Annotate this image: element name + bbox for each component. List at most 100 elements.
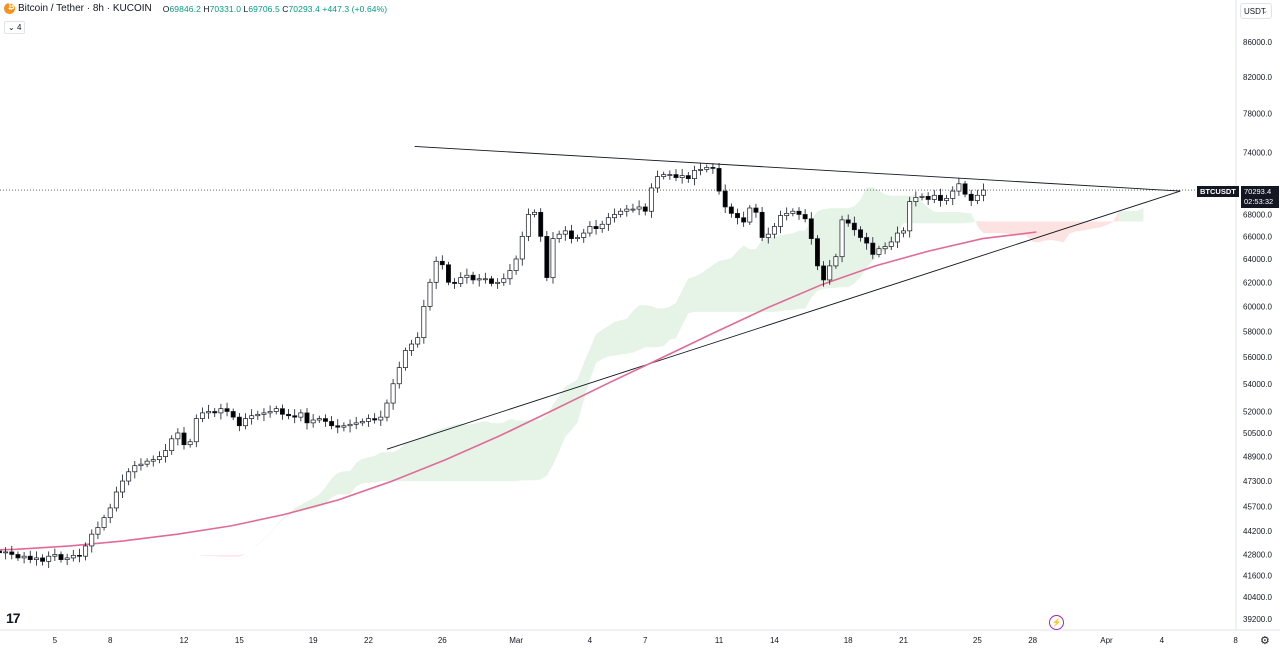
candle-body — [113, 491, 119, 509]
candle-body — [255, 413, 261, 417]
candle-body — [347, 423, 353, 427]
candle-body — [833, 256, 839, 267]
candle-body — [181, 432, 187, 446]
bitcoin-logo-icon: ₿ — [4, 2, 15, 14]
x-tick-label: 25 — [973, 636, 982, 645]
candle-body — [341, 425, 347, 428]
candle-body — [236, 416, 242, 427]
y-tick-label: 86000.0 — [1243, 38, 1272, 47]
candle-body — [870, 242, 876, 255]
candle-body — [390, 383, 396, 404]
candle-body — [409, 343, 415, 351]
candle-body — [894, 232, 900, 243]
flash-icon[interactable]: ⚡ — [1049, 615, 1064, 630]
x-tick-label: 4 — [1160, 636, 1165, 645]
cloud-bullish — [1118, 207, 1144, 222]
y-tick-label: 54000.0 — [1243, 380, 1272, 389]
chevron-down-icon: ⌄ — [1262, 8, 1268, 15]
y-tick-label: 74000.0 — [1243, 148, 1272, 157]
candle-body — [950, 190, 956, 199]
candle-body — [630, 208, 636, 211]
candle-body — [925, 195, 931, 200]
indicators-toggle[interactable]: ⌄ 4 — [4, 21, 26, 34]
candle-body — [89, 533, 95, 547]
x-tick-label: Mar — [509, 636, 523, 645]
candle-body — [642, 206, 648, 212]
candle-body — [704, 167, 710, 170]
candle-body — [587, 226, 593, 234]
y-tick-label: 56000.0 — [1243, 353, 1272, 362]
x-tick-label: 14 — [770, 636, 779, 645]
last-price: 70293.4 — [1244, 187, 1272, 196]
y-tick-label: 78000.0 — [1243, 110, 1272, 119]
candle-body — [249, 415, 255, 419]
candle-body — [808, 218, 814, 239]
bar-countdown: 02:53:32 — [1244, 197, 1274, 206]
candle-body — [864, 237, 870, 244]
candle-body — [673, 174, 679, 178]
candle-body — [101, 517, 107, 528]
candle-body — [981, 189, 986, 196]
candle-body — [384, 402, 390, 418]
candle-body — [452, 281, 458, 284]
symbol-title[interactable]: Bitcoin / Tether · 8h · KUCOIN — [18, 3, 152, 14]
currency-select[interactable]: USDT ⌄ — [1240, 3, 1272, 19]
candle-body — [366, 418, 371, 422]
candle-body — [519, 236, 525, 260]
candle-body — [446, 264, 451, 283]
candle-body — [612, 214, 617, 219]
candle-body — [132, 465, 138, 473]
ohlc-open: 69846.2 — [169, 3, 201, 14]
y-tick-label: 40400.0 — [1243, 593, 1272, 602]
candle-body — [402, 350, 408, 368]
candle-body — [544, 236, 550, 278]
cloud-bullish — [134, 551, 203, 556]
x-tick-label: 26 — [438, 636, 447, 645]
candle-body — [716, 168, 722, 192]
candle-body — [525, 214, 531, 237]
ohlc-high: 70331.0 — [209, 3, 242, 14]
candle-body — [206, 411, 212, 414]
candle-body — [378, 416, 384, 421]
candle-body — [968, 193, 974, 201]
candle-body — [156, 456, 162, 460]
cloud-bearish — [202, 553, 246, 557]
x-tick-label: 8 — [1233, 636, 1238, 645]
candle-body — [15, 554, 21, 559]
candle-body — [599, 223, 605, 229]
candle-body — [661, 174, 667, 177]
candle-body — [679, 175, 685, 178]
candle-body — [304, 412, 310, 424]
tradingview-logo-icon[interactable]: 17 — [6, 610, 21, 626]
candle-body — [944, 198, 950, 201]
y-tick-label: 62000.0 — [1243, 278, 1272, 287]
candle-body — [224, 408, 230, 412]
candle-body — [76, 554, 82, 557]
candle-body — [495, 281, 501, 284]
candle-body — [931, 194, 937, 200]
x-tick-label: 21 — [899, 636, 908, 645]
ohlc-readout: O69846.2 H70331.0 L69706.5 C70293.4 +447… — [162, 3, 388, 14]
y-tick-label: 58000.0 — [1243, 327, 1272, 336]
candle-body — [759, 211, 765, 238]
candle-body — [901, 230, 907, 234]
candle-body — [636, 206, 642, 210]
trendline — [414, 145, 1181, 192]
y-tick-label: 41600.0 — [1243, 571, 1272, 580]
cloud-bearish — [977, 211, 1119, 243]
y-tick-label: 68000.0 — [1243, 210, 1272, 219]
candle-body — [605, 217, 611, 225]
candle-body — [962, 183, 968, 195]
y-tick-label: 60000.0 — [1243, 302, 1272, 311]
candle-body — [556, 233, 562, 239]
ohlc-low: 69706.5 — [248, 3, 280, 14]
candle-body — [464, 274, 470, 278]
candle-body — [691, 170, 697, 179]
candle-body — [58, 554, 64, 560]
candle-body — [624, 208, 630, 212]
y-tick-label: 44200.0 — [1243, 527, 1272, 536]
candle-body — [790, 210, 796, 214]
candle-body — [310, 419, 316, 424]
gear-icon[interactable]: ⚙ — [1260, 635, 1270, 647]
